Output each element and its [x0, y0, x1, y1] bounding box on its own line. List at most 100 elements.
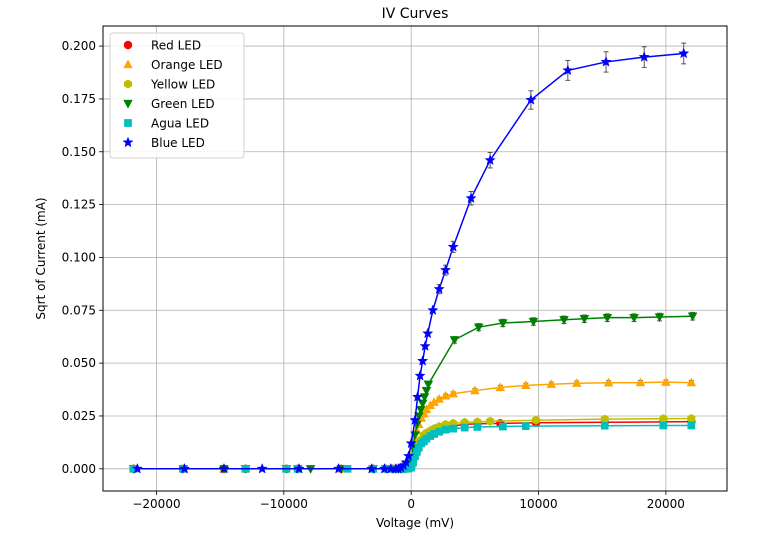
- legend-marker: [123, 99, 133, 109]
- legend-label: Orange LED: [151, 58, 223, 72]
- legend-label: Agua LED: [151, 117, 209, 131]
- data-point: [417, 355, 429, 366]
- data-point: [178, 462, 191, 474]
- legend: Red LED Orange LED Yellow LED Green LED Agua…: [109, 32, 245, 159]
- data-point: [532, 415, 540, 425]
- x-tick-label: −20000: [132, 497, 180, 511]
- legend-marker: [122, 136, 134, 148]
- series-layer: [128, 42, 698, 474]
- data-point: [687, 421, 696, 430]
- legend-marker: [124, 119, 132, 127]
- data-point: [448, 388, 459, 398]
- data-point: [417, 399, 428, 409]
- data-point: [460, 423, 469, 432]
- data-point: [602, 314, 613, 323]
- data-point: [447, 240, 459, 252]
- data-point: [659, 421, 668, 430]
- data-point: [366, 462, 378, 474]
- data-point: [449, 336, 460, 345]
- legend-label: Red LED: [151, 39, 201, 53]
- data-point: [405, 437, 417, 449]
- legend-marker: [123, 59, 133, 69]
- data-point: [495, 382, 506, 392]
- data-point: [498, 319, 508, 329]
- legend-label: Yellow LED: [150, 78, 215, 92]
- data-point: [600, 56, 612, 67]
- data-point: [439, 264, 452, 275]
- y-tick-label: 0.175: [62, 92, 96, 106]
- legend-marker: [124, 79, 132, 89]
- legend-box: [109, 32, 245, 159]
- data-point: [332, 462, 345, 474]
- data-point: [686, 377, 697, 387]
- y-tick-label: 0.125: [62, 198, 96, 212]
- y-tick-label: 0.100: [62, 250, 96, 264]
- data-point: [131, 462, 144, 474]
- data-point: [419, 340, 431, 351]
- data-point: [600, 421, 609, 430]
- series-blue-led: [131, 42, 690, 474]
- data-point: [499, 422, 507, 431]
- data-point: [403, 450, 415, 461]
- y-tick-label: 0.075: [62, 303, 96, 317]
- data-point: [473, 323, 484, 333]
- x-tick-label: −10000: [260, 497, 308, 511]
- x-tick-label: 10000: [519, 497, 557, 511]
- data-point: [629, 314, 639, 323]
- data-point: [421, 386, 432, 396]
- data-point: [218, 462, 230, 474]
- y-tick-label: 0.025: [62, 409, 96, 423]
- legend-marker: [123, 40, 133, 50]
- data-point: [423, 380, 434, 390]
- x-axis-label: Voltage (mV): [376, 516, 454, 530]
- y-axis-label: Sqrt of Current (mA): [34, 197, 48, 319]
- x-tick-label: 20000: [647, 497, 685, 511]
- y-tick-label: 0.050: [62, 356, 96, 370]
- legend-label: Green LED: [151, 97, 215, 111]
- data-point: [486, 416, 495, 426]
- data-point: [409, 414, 421, 425]
- data-point: [441, 425, 450, 434]
- x-axis-ticks: −20000 −10000 0 10000 20000: [132, 491, 685, 511]
- data-point: [413, 412, 424, 422]
- data-point: [687, 312, 698, 322]
- data-point: [528, 317, 539, 327]
- y-axis-ticks: 0.000 0.025 0.050 0.075 0.100 0.125 0.150 0.175…: [62, 39, 103, 476]
- data-point: [465, 192, 477, 204]
- data-point: [525, 94, 537, 105]
- y-tick-label: 0.150: [62, 145, 96, 159]
- data-point: [470, 385, 480, 395]
- data-point: [449, 424, 458, 433]
- data-point: [440, 390, 451, 400]
- data-point: [661, 377, 671, 386]
- y-tick-label: 0.200: [62, 39, 96, 53]
- data-point: [638, 51, 650, 62]
- data-point: [400, 456, 412, 468]
- data-point: [256, 462, 268, 474]
- data-point: [521, 422, 530, 430]
- data-point: [603, 377, 614, 387]
- data-point: [562, 64, 574, 76]
- x-tick-label: 0: [407, 497, 415, 511]
- plot-frame: [102, 25, 728, 492]
- y-tick-label: 0.000: [62, 462, 96, 476]
- data-point: [559, 316, 569, 325]
- data-point: [422, 327, 434, 339]
- data-point: [678, 47, 690, 59]
- data-point: [687, 413, 696, 424]
- data-point: [484, 154, 496, 165]
- data-point: [414, 369, 426, 381]
- data-point: [571, 378, 582, 387]
- data-point: [579, 315, 590, 324]
- legend-label: Blue LED: [151, 136, 205, 150]
- data-point: [415, 405, 426, 415]
- data-point: [635, 377, 646, 387]
- data-point: [473, 423, 482, 431]
- data-point: [520, 380, 531, 389]
- data-point: [411, 391, 424, 402]
- chart-title: IV Curves: [382, 6, 449, 22]
- data-point: [427, 304, 439, 316]
- data-point: [546, 379, 557, 388]
- data-point: [654, 313, 665, 323]
